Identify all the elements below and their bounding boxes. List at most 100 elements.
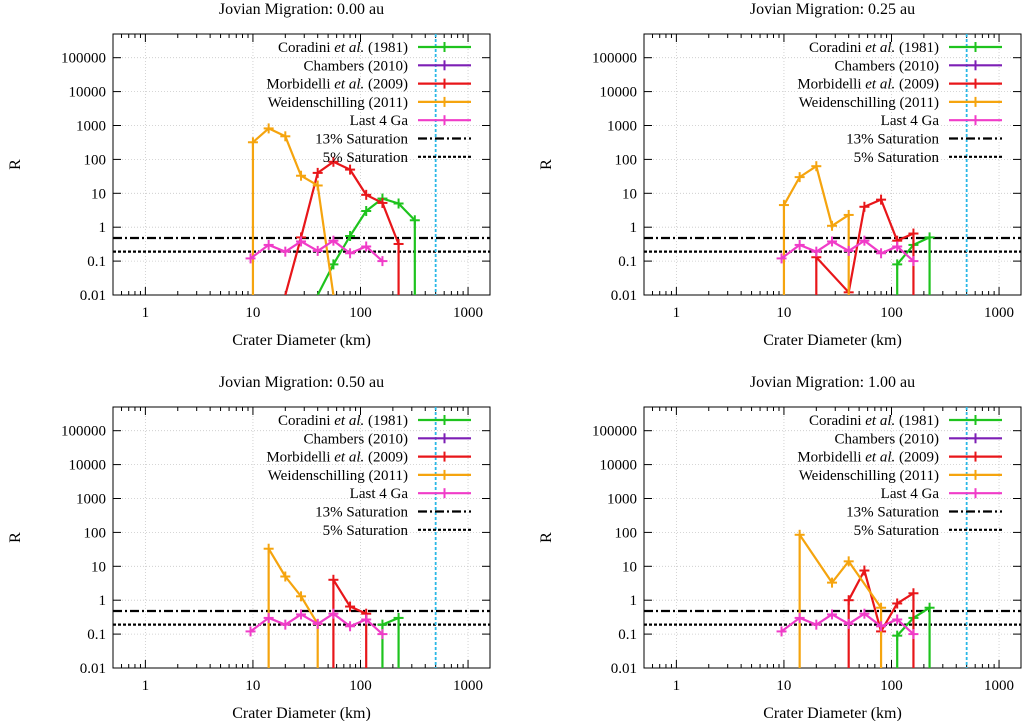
plot-frame bbox=[643, 33, 1022, 296]
plot-area bbox=[113, 407, 490, 668]
chart-title: Jovian Migration: 1.00 au bbox=[750, 374, 915, 391]
data-point-last4ga bbox=[892, 614, 903, 625]
data-point-last4ga bbox=[843, 245, 854, 256]
y-tick-label: 1000 bbox=[76, 491, 106, 507]
y-axis-label: R bbox=[538, 532, 555, 543]
data-point-morbidelli bbox=[361, 189, 372, 200]
data-point-last4ga bbox=[328, 608, 339, 619]
legend-entry-coradini: Coradini et al. (1981) bbox=[809, 40, 1002, 56]
legend-label: Last 4 Ga bbox=[350, 486, 409, 502]
plot-frame bbox=[643, 406, 1022, 669]
legend-label: Chambers (2010) bbox=[303, 431, 408, 447]
y-axis-label: R bbox=[538, 159, 555, 170]
legend-entry-morbidelli: Morbidelli et al. (2009) bbox=[266, 450, 471, 466]
data-point-last4ga bbox=[245, 626, 256, 637]
x-tick-label: 100 bbox=[349, 305, 372, 321]
legend-entry-morbidelli: Morbidelli et al. (2009) bbox=[266, 77, 471, 93]
legend-entry-chambers: Chambers (2010) bbox=[834, 431, 1002, 447]
data-point-morbidelli bbox=[892, 598, 903, 609]
legend-label: Morbidelli et al. (2009) bbox=[266, 450, 408, 466]
data-point-last4ga bbox=[776, 626, 787, 637]
data-point-last4ga bbox=[776, 253, 787, 264]
x-tick-label: 1000 bbox=[984, 305, 1014, 321]
x-tick-label: 1000 bbox=[984, 678, 1014, 694]
y-tick-label: 10 bbox=[91, 186, 106, 202]
data-point-weidenschilling bbox=[794, 172, 805, 183]
data-point-last4ga bbox=[377, 256, 388, 267]
data-point-last4ga bbox=[312, 618, 323, 629]
y-tick-label: 1 bbox=[99, 593, 107, 609]
data-point-last4ga bbox=[908, 256, 919, 267]
y-tick-label: 100000 bbox=[61, 51, 106, 67]
legend-label: 5% Saturation bbox=[323, 150, 409, 166]
x-tick-label: 1000 bbox=[453, 678, 483, 694]
y-tick-label: 1000 bbox=[607, 491, 637, 507]
chart-panel-2: Jovian Migration: 0.25 au 1 10 100 1000 0.01 0… bbox=[538, 1, 1022, 349]
legend-label: 13% Saturation bbox=[846, 505, 939, 521]
y-tick-label: 0.01 bbox=[80, 661, 106, 677]
legend-entry-chambers: Chambers (2010) bbox=[834, 58, 1002, 74]
data-point-last4ga bbox=[908, 629, 919, 640]
legend-label: Coradini et al. (1981) bbox=[278, 413, 408, 429]
data-point-morbidelli bbox=[328, 156, 339, 167]
legend-entry-sat5: 5% Saturation bbox=[323, 523, 471, 539]
y-tick-label: 100 bbox=[615, 525, 638, 541]
data-point-weidenschilling bbox=[280, 131, 291, 142]
y-tick-label: 10000 bbox=[69, 458, 107, 474]
legend-entry-weidenschilling: Weidenschilling (2011) bbox=[799, 95, 1002, 111]
y-tick-label: 1000 bbox=[76, 118, 106, 134]
data-point-morbidelli bbox=[345, 164, 356, 175]
legend-label: 5% Saturation bbox=[854, 150, 940, 166]
y-tick-label: 0.1 bbox=[87, 254, 106, 270]
legend-entry-weidenschilling: Weidenschilling (2011) bbox=[268, 95, 471, 111]
y-tick-label: 0.1 bbox=[87, 627, 106, 643]
legend-entry-sat5: 5% Saturation bbox=[323, 150, 471, 166]
data-point-weidenschilling bbox=[263, 123, 274, 134]
series-line-morbidelli bbox=[815, 198, 914, 294]
data-point-last4ga bbox=[263, 239, 274, 250]
legend-label: 13% Saturation bbox=[315, 505, 408, 521]
legend-entry-coradini: Coradini et al. (1981) bbox=[278, 413, 471, 429]
x-tick-label: 100 bbox=[349, 678, 372, 694]
legend-label: Coradini et al. (1981) bbox=[278, 40, 408, 56]
series-line-weidenschilling bbox=[782, 165, 850, 227]
series-line-coradini bbox=[382, 616, 399, 626]
legend-entry-coradini: Coradini et al. (1981) bbox=[809, 413, 1002, 429]
x-axis-label: Crater Diameter (km) bbox=[232, 332, 371, 349]
plot-frame bbox=[112, 33, 491, 296]
data-point-coradini bbox=[345, 231, 356, 242]
data-point-last4ga bbox=[296, 609, 307, 620]
y-axis-label: R bbox=[7, 532, 24, 543]
legend-label: 13% Saturation bbox=[846, 132, 939, 148]
chart-panel-4: Jovian Migration: 1.00 au 1 10 100 1000 0.01 0… bbox=[538, 374, 1022, 721]
plot-area bbox=[644, 407, 1021, 668]
x-axis-label: Crater Diameter (km) bbox=[763, 705, 902, 721]
y-tick-label: 100000 bbox=[592, 424, 637, 440]
data-point-last4ga bbox=[892, 241, 903, 252]
x-tick-label: 1 bbox=[673, 305, 681, 321]
legend-entry-sat13: 13% Saturation bbox=[315, 132, 471, 148]
x-tick-label: 1000 bbox=[453, 305, 483, 321]
data-point-morbidelli bbox=[859, 201, 870, 212]
series-line-weidenschilling bbox=[252, 127, 335, 295]
chart-title: Jovian Migration: 0.50 au bbox=[219, 374, 384, 391]
data-point-last4ga bbox=[377, 629, 388, 640]
y-tick-label: 0.1 bbox=[618, 627, 637, 643]
y-tick-label: 1 bbox=[99, 220, 107, 236]
data-point-last4ga bbox=[312, 245, 323, 256]
series-line-weidenschilling bbox=[798, 534, 882, 609]
y-tick-label: 100 bbox=[84, 152, 107, 168]
legend-entry-chambers: Chambers (2010) bbox=[303, 58, 471, 74]
y-tick-label: 10000 bbox=[600, 85, 638, 101]
data-point-last4ga bbox=[811, 246, 822, 257]
data-point-morbidelli bbox=[312, 167, 323, 178]
y-tick-label: 100000 bbox=[61, 424, 106, 440]
series-line-weidenschilling bbox=[267, 548, 319, 625]
data-point-last4ga bbox=[794, 239, 805, 250]
y-tick-label: 1 bbox=[630, 220, 638, 236]
x-tick-label: 10 bbox=[245, 678, 260, 694]
legend-label: Weidenschilling (2011) bbox=[268, 468, 408, 484]
data-point-last4ga bbox=[280, 619, 291, 630]
x-tick-label: 1 bbox=[142, 678, 150, 694]
data-point-morbidelli bbox=[876, 194, 887, 205]
